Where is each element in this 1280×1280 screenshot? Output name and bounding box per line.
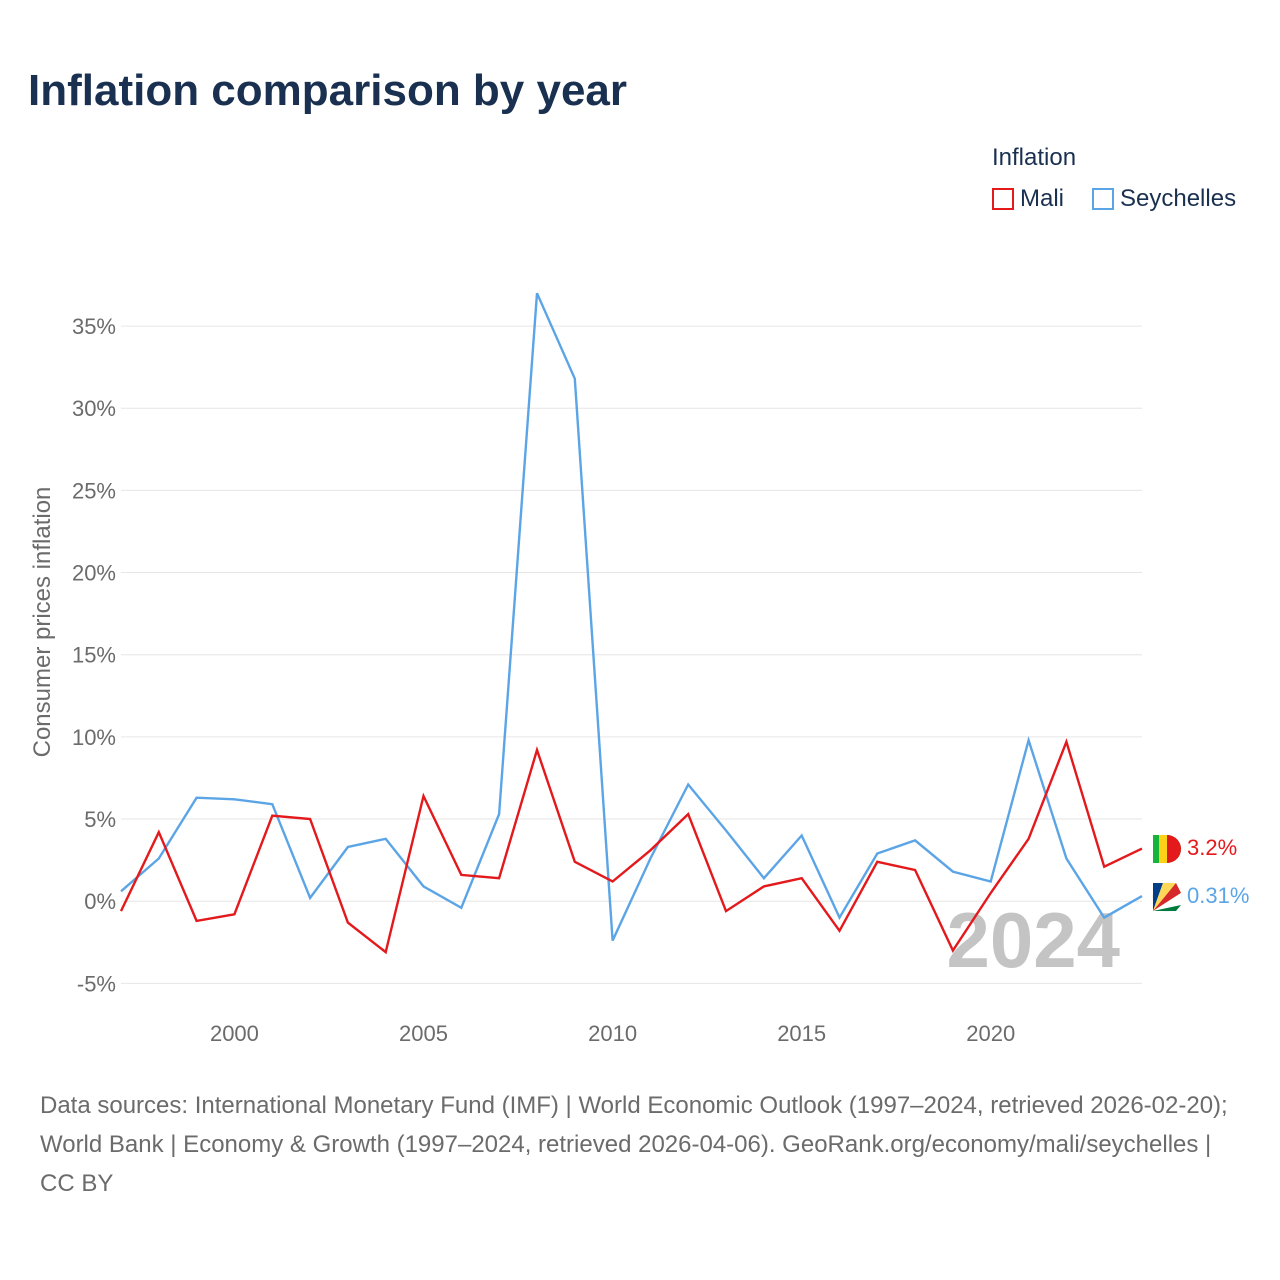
- y-tick-label: 5%: [84, 807, 116, 832]
- legend-item-mali[interactable]: Mali: [992, 184, 1064, 214]
- x-tick-label: 2010: [588, 1021, 637, 1046]
- y-tick-label: 30%: [72, 396, 116, 421]
- end-label-mali: 3.2%: [1187, 835, 1237, 860]
- year-watermark: 2024: [946, 896, 1120, 984]
- y-tick-label: 25%: [72, 478, 116, 503]
- legend-label-seychelles: Seychelles: [1120, 185, 1237, 212]
- series-line-mali[interactable]: [119, 738, 1143, 955]
- legend-swatch-mali: [992, 188, 1014, 210]
- y-tick-label: 15%: [72, 643, 116, 668]
- y-tick-label: -5%: [77, 971, 116, 996]
- end-label-seychelles: 0.31%: [1187, 883, 1249, 908]
- y-tick-label: 0%: [84, 889, 116, 914]
- legend-title: Inflation: [992, 144, 1077, 171]
- y-axis-ticks: -5% 0% 5% 10% 15% 20% 25% 30% 35%: [72, 314, 116, 996]
- end-labels: 3.2% 0.31%: [1187, 835, 1249, 908]
- chart-title: Inflation comparison by year: [28, 66, 628, 115]
- x-tick-label: 2020: [966, 1021, 1015, 1046]
- y-tick-label: 20%: [72, 561, 116, 586]
- data-sources-footer: Data sources: International Monetary Fun…: [40, 1092, 1228, 1197]
- series-lines: [119, 292, 1143, 955]
- legend-item-seychelles[interactable]: Seychelles: [1092, 184, 1236, 214]
- x-tick-label: 2005: [399, 1021, 448, 1046]
- x-tick-label: 2015: [777, 1021, 826, 1046]
- series-line-seychelles[interactable]: [120, 292, 1143, 942]
- y-tick-label: 35%: [72, 314, 116, 339]
- mali-flag-icon: [1153, 835, 1181, 863]
- x-tick-label: 2000: [210, 1021, 259, 1046]
- y-tick-label: 10%: [72, 725, 116, 750]
- y-axis-label: Consumer prices inflation: [29, 487, 56, 758]
- grid-lines: [121, 325, 1142, 984]
- x-axis-ticks: 2000 2005 2010 2015 2020: [210, 1021, 1015, 1046]
- line-chart: -5%0%5%10%15%20%25%30%35% 2000 2005 2010 20…: [29, 292, 1249, 1046]
- legend-swatch-seychelles: [1092, 188, 1114, 210]
- seychelles-flag-icon: [1152, 882, 1182, 912]
- legend-label-mali: Mali: [1020, 185, 1065, 212]
